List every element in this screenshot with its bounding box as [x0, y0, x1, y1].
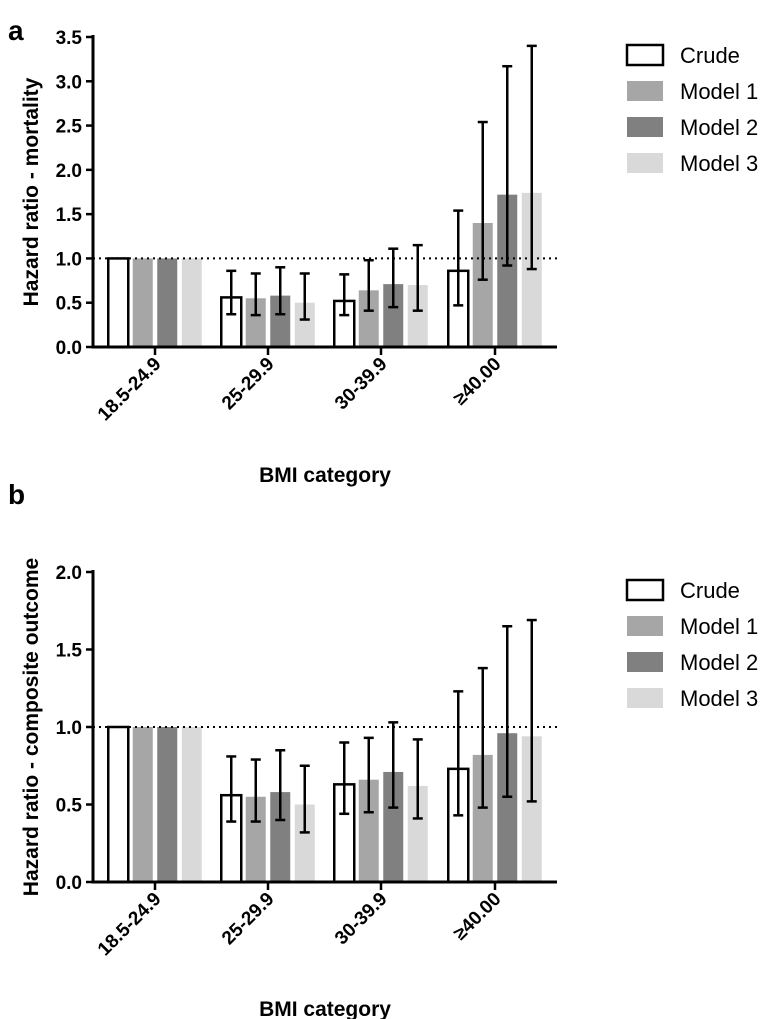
bar [107, 257, 130, 349]
legend-swatch [627, 616, 663, 636]
legend-swatch [627, 81, 663, 101]
bar [245, 796, 266, 882]
bar [497, 194, 518, 347]
y-axis-label: Hazard ratio - mortality [20, 77, 43, 306]
x-tick-label: ≥40.00 [450, 889, 506, 945]
bar [270, 295, 291, 347]
bar [294, 804, 315, 882]
bar [407, 785, 428, 882]
x-tick-label: 30-39.9 [331, 354, 391, 414]
x-tick-label: ≥40.00 [450, 354, 506, 410]
y-tick-label: 1.0 [56, 718, 82, 739]
y-tick-label: 0.0 [56, 873, 82, 894]
legend-label: Crude [680, 578, 740, 603]
bar [270, 792, 291, 882]
chart-panel-b: b 0.0 0.5 1.0 1.5 2.0 18.5-24.9 25-29.9 30-39.9 ≥… [8, 479, 758, 1019]
bar [181, 727, 202, 882]
bar [497, 733, 518, 882]
bar [472, 223, 493, 347]
bar [358, 779, 379, 882]
y-axis-label: Hazard ratio - composite outcome [20, 558, 43, 896]
bar [157, 727, 178, 882]
legend-swatch [627, 153, 663, 173]
y-tick-label: 1.5 [56, 641, 83, 662]
legend-label: Model 2 [680, 650, 758, 675]
x-axis-label: BMI category [259, 464, 391, 487]
x-tick-label: 25-29.9 [218, 354, 278, 414]
bar [245, 298, 266, 347]
y-tick-label: 3.5 [56, 28, 83, 49]
y-tick-label: 2.0 [56, 563, 82, 584]
legend-swatch [627, 652, 663, 672]
x-axis-label: BMI category [259, 998, 391, 1019]
bar [107, 725, 130, 884]
legend: Crude Model 1 Model 2 Model 3 [625, 43, 758, 176]
legend-swatch [625, 43, 665, 67]
x-tick-label: 18.5-24.9 [94, 889, 166, 961]
panel-letter: a [8, 15, 24, 46]
x-tick-label: 25-29.9 [218, 889, 278, 949]
bar [132, 727, 153, 882]
y-tick-label: 0.5 [56, 294, 83, 315]
bar [383, 284, 404, 347]
chart-panel-a: a 0.0 0.5 1.0 1.5 2.0 2.5 3.0 3.5 18.5-24.9 25-29.… [8, 15, 758, 487]
y-tick-label: 3.0 [56, 72, 82, 93]
bar [157, 258, 178, 347]
bar [294, 302, 315, 347]
y-tick-label: 1.5 [56, 205, 83, 226]
y-tick-label: 0.5 [56, 796, 83, 817]
legend-label: Model 1 [680, 614, 758, 639]
bar [472, 754, 493, 882]
legend-swatch [627, 117, 663, 137]
legend-label: Model 3 [680, 151, 758, 176]
x-tick-label: 30-39.9 [331, 889, 391, 949]
bar [358, 290, 379, 347]
y-tick-label: 0.0 [56, 338, 82, 359]
legend-label: Model 1 [680, 79, 758, 104]
x-tick-label: 18.5-24.9 [94, 354, 166, 426]
y-tick-label: 1.0 [56, 249, 82, 270]
legend-swatch [627, 688, 663, 708]
bar [132, 258, 153, 347]
bar [181, 258, 202, 347]
legend-label: Model 3 [680, 686, 758, 711]
legend-label: Model 2 [680, 115, 758, 140]
legend: Crude Model 1 Model 2 Model 3 [625, 578, 758, 711]
bar [407, 285, 428, 347]
legend-swatch [625, 578, 665, 602]
bar [521, 736, 542, 882]
panel-letter: b [8, 479, 25, 510]
legend-label: Crude [680, 43, 740, 68]
y-tick-label: 2.0 [56, 161, 82, 182]
y-tick-label: 2.5 [56, 117, 83, 138]
bar [383, 771, 404, 882]
